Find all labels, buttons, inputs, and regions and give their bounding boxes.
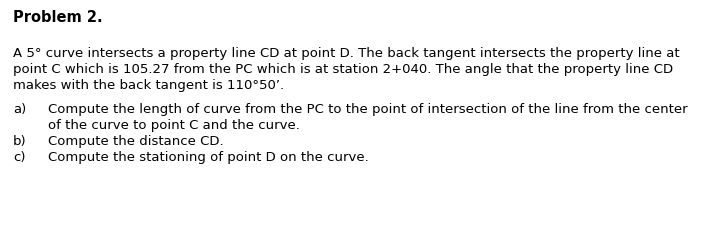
Text: Compute the distance CD.: Compute the distance CD. xyxy=(48,135,224,148)
Text: A 5° curve intersects a property line CD at point D. The back tangent intersects: A 5° curve intersects a property line CD… xyxy=(13,47,680,60)
Text: makes with the back tangent is 110°50’.: makes with the back tangent is 110°50’. xyxy=(13,79,284,92)
Text: b): b) xyxy=(13,135,27,148)
Text: Problem 2.: Problem 2. xyxy=(13,10,103,25)
Text: a): a) xyxy=(13,103,26,116)
Text: c): c) xyxy=(13,151,25,164)
Text: point C which is 105.27 from the PC which is at station 2+040. The angle that th: point C which is 105.27 from the PC whic… xyxy=(13,63,673,76)
Text: Compute the length of curve from the PC to the point of intersection of the line: Compute the length of curve from the PC … xyxy=(48,103,688,116)
Text: of the curve to point C and the curve.: of the curve to point C and the curve. xyxy=(48,119,300,132)
Text: Compute the stationing of point D on the curve.: Compute the stationing of point D on the… xyxy=(48,151,369,164)
